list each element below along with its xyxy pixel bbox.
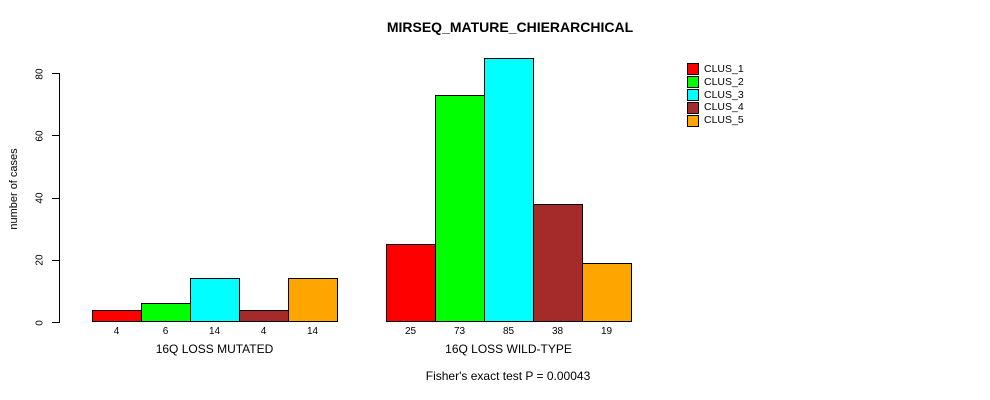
legend-swatch-icon xyxy=(687,63,699,76)
bar-clus_4-group2 xyxy=(533,203,583,322)
y-tick-label: 60 xyxy=(34,130,46,142)
bar-value-label: 73 xyxy=(453,326,466,337)
legend-swatch-icon xyxy=(687,88,699,101)
bar-value-label: 25 xyxy=(404,326,417,337)
category-label: 16Q LOSS WILD-TYPE xyxy=(445,342,572,356)
bar-clus_5-group2 xyxy=(582,262,632,322)
bar-value-label: 38 xyxy=(551,326,564,337)
chart-title: MIRSEQ_MATURE_CHIERARCHICAL xyxy=(386,19,634,35)
y-tick-label: 0 xyxy=(34,319,46,326)
bar-clus_1-group1 xyxy=(92,309,142,322)
bar-clus_5-group1 xyxy=(288,278,338,322)
bar-value-label: 85 xyxy=(502,326,515,337)
y-tick-mark xyxy=(52,259,59,261)
legend-item: CLUS_5 xyxy=(687,114,744,127)
y-tick-label: 20 xyxy=(34,254,46,266)
bar-clus_4-group1 xyxy=(239,309,289,322)
bar-value-label: 4 xyxy=(260,326,267,337)
y-axis-line xyxy=(59,73,60,323)
bar-clus_1-group2 xyxy=(386,244,436,322)
y-tick-mark xyxy=(52,197,59,199)
y-tick-mark xyxy=(52,135,59,137)
legend-label: CLUS_3 xyxy=(704,88,744,101)
bar-value-label: 14 xyxy=(306,326,319,337)
y-axis-label: number of cases xyxy=(8,148,20,230)
legend-label: CLUS_1 xyxy=(704,63,744,75)
legend-item: CLUS_3 xyxy=(687,89,744,102)
bar-value-label: 19 xyxy=(600,326,613,337)
bar-clus_2-group2 xyxy=(435,94,485,322)
legend-item: CLUS_1 xyxy=(687,63,744,76)
legend-item: CLUS_4 xyxy=(687,101,744,114)
y-tick-mark xyxy=(52,73,59,75)
annotation-text: Fisher's exact test P = 0.00043 xyxy=(425,369,591,383)
y-tick-label: 80 xyxy=(34,68,46,80)
legend-swatch-icon xyxy=(687,76,699,89)
legend-item: CLUS_2 xyxy=(687,76,744,89)
bar-value-label: 14 xyxy=(208,326,221,337)
legend-label: CLUS_4 xyxy=(704,101,744,114)
legend-swatch-icon xyxy=(687,101,699,114)
legend-label: CLUS_5 xyxy=(704,114,744,127)
legend: CLUS_1 CLUS_2 CLUS_3 CLUS_4 CLUS_5 xyxy=(687,63,744,127)
bar-clus_3-group2 xyxy=(484,57,534,322)
y-tick-mark xyxy=(52,322,59,323)
bar-value-label: 6 xyxy=(162,326,169,337)
bar-value-label: 4 xyxy=(113,326,120,337)
y-tick-label: 40 xyxy=(34,192,46,204)
bar-clus_2-group1 xyxy=(141,303,191,322)
bar-clus_3-group1 xyxy=(190,278,240,322)
legend-swatch-icon xyxy=(687,114,699,127)
legend-label: CLUS_2 xyxy=(704,75,744,88)
category-label: 16Q LOSS MUTATED xyxy=(155,342,274,356)
